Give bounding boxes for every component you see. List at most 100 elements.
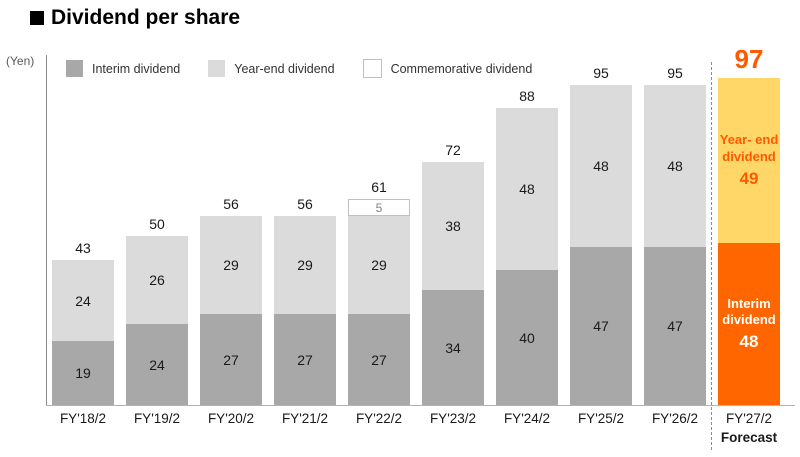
segment-value: 34	[445, 339, 461, 356]
bar-segment-year-end: 38	[422, 162, 484, 290]
x-axis-label: FY'25/2	[564, 411, 638, 428]
x-axis-label: FY'26/2	[638, 411, 712, 428]
x-axis-label: FY'27/2 Forecast	[712, 411, 786, 447]
segment-value: 26	[149, 272, 165, 288]
x-axis-category: FY'22/2	[355, 411, 403, 426]
segment-value: 48	[519, 181, 535, 197]
x-axis-labels: FY'18/2 FY'19/2 FY'20/2 FY'21/2 FY'22/2 FY'23…	[46, 411, 780, 451]
bar-segment-year-end: 48	[570, 85, 632, 247]
bar-segment-interim: 47	[570, 247, 632, 405]
bar-column: 24 19	[52, 260, 114, 405]
segment-value: 29	[297, 257, 313, 273]
bar-column: 48 40	[496, 108, 558, 405]
bar-total-label: 88	[519, 88, 535, 104]
bar-column: 29 27	[200, 216, 262, 405]
segment-value: 48	[739, 332, 759, 352]
legend-swatch-year_end	[208, 60, 226, 77]
forecast-divider-dashed-line	[711, 62, 712, 450]
bar-total-label: 72	[445, 142, 461, 158]
segment-value: 5	[375, 200, 383, 215]
x-axis-label: FY'19/2	[120, 411, 194, 428]
x-axis-category: FY'27/2	[725, 411, 773, 426]
legend-item-commemorative: Commemorative dividend	[362, 59, 533, 78]
x-axis-category: FY'26/2	[651, 411, 699, 426]
bar-total-label: 56	[223, 196, 239, 212]
bar-segment-interim: 27	[274, 314, 336, 405]
bar-segment-year-end: Year- end dividend 49	[718, 78, 780, 243]
page-title: Dividend per share	[51, 6, 241, 29]
segment-value: 27	[371, 351, 387, 368]
segment-value: 24	[149, 356, 165, 373]
segment-value: 47	[593, 318, 609, 334]
bar-segment-interim: 47	[644, 247, 706, 405]
legend-item-interim: Interim dividend	[66, 60, 180, 77]
bar-segment-year-end: 48	[496, 108, 558, 270]
chart-header: Dividend per share	[30, 6, 240, 30]
x-axis-forecast-sublabel: Forecast	[720, 429, 778, 445]
segment-value: 48	[593, 158, 609, 174]
bar-total-label: 43	[75, 240, 91, 256]
legend-label: Commemorative dividend	[390, 61, 533, 76]
segment-value: 49	[739, 168, 759, 188]
x-axis-category: FY'21/2	[281, 411, 329, 426]
x-axis-label: FY'23/2	[416, 411, 490, 428]
segment-value: 27	[297, 351, 313, 368]
bar-total-label: 56	[297, 196, 313, 212]
bar-segment-year-end: 29	[274, 216, 336, 314]
chart-legend: Interim dividend Year-end dividend Commemo…	[66, 59, 560, 78]
segment-value: 29	[223, 257, 239, 273]
bar-segment-interim: 19	[52, 341, 114, 405]
segment-value: 47	[667, 318, 683, 334]
x-axis-category: FY'24/2	[503, 411, 551, 426]
legend-item-year_end: Year-end dividend	[208, 60, 335, 77]
bar-segment-year-end: 24	[52, 260, 114, 341]
x-axis-label: FY'18/2	[46, 411, 120, 428]
bar-total-label: 95	[667, 65, 683, 81]
bar-column: 48 47	[570, 85, 632, 405]
bar-segment-year-end: 48	[644, 85, 706, 247]
bar-column: 38 34	[422, 162, 484, 405]
segment-value: 19	[75, 365, 91, 381]
forecast-year-end-label: Year- end dividend	[719, 132, 779, 164]
title-bullet-square-icon	[30, 11, 44, 25]
legend-swatch-commemorative	[362, 59, 382, 78]
forecast-interim-label: Interim dividend	[722, 295, 776, 327]
bar-segment-year-end: 29	[200, 216, 262, 314]
y-axis-unit-label: (Yen)	[6, 54, 35, 68]
plot-area: 24 19 43 26 24 50 29 27 56 29 27 56 5 29 27 61 38 34 72 48 4…	[46, 46, 780, 405]
bar-column: 5 29 27	[348, 199, 410, 405]
bar-segment-interim: 27	[348, 314, 410, 405]
legend-label: Year-end dividend	[234, 61, 335, 76]
bar-column: 26 24	[126, 236, 188, 405]
x-axis-label: FY'20/2	[194, 411, 268, 428]
segment-value: 27	[223, 351, 239, 368]
x-axis-category: FY'19/2	[133, 411, 181, 426]
bar-total-label: 61	[371, 179, 387, 195]
x-axis-label: FY'22/2	[342, 411, 416, 428]
legend-swatch-interim	[66, 60, 83, 77]
bar-total-label: 97	[734, 44, 764, 74]
bar-segment-year-end: 29	[348, 216, 410, 314]
bar-segment-interim: Interim dividend 48	[718, 243, 780, 405]
legend-label: Interim dividend	[92, 61, 181, 76]
segment-value: 48	[667, 158, 683, 174]
segment-value: 40	[519, 329, 535, 346]
bar-segment-interim: 27	[200, 314, 262, 405]
x-axis-category: FY'18/2	[59, 411, 107, 426]
segment-value: 29	[371, 257, 387, 273]
x-axis-label: FY'24/2	[490, 411, 564, 428]
bar-total-label: 95	[593, 65, 609, 81]
x-axis-category: FY'23/2	[429, 411, 477, 426]
segment-value: 24	[75, 292, 91, 309]
x-axis-category: FY'25/2	[577, 411, 625, 426]
bar-column: 48 47	[644, 85, 706, 405]
bar-segment-interim: 40	[496, 270, 558, 405]
x-axis-line	[46, 405, 795, 406]
bar-segment-interim: 34	[422, 290, 484, 405]
y-axis-line	[46, 55, 47, 405]
bar-column: 29 27	[274, 216, 336, 405]
x-axis-category: FY'20/2	[207, 411, 255, 426]
bar-segment-interim: 24	[126, 324, 188, 405]
bar-total-label: 50	[149, 216, 165, 232]
